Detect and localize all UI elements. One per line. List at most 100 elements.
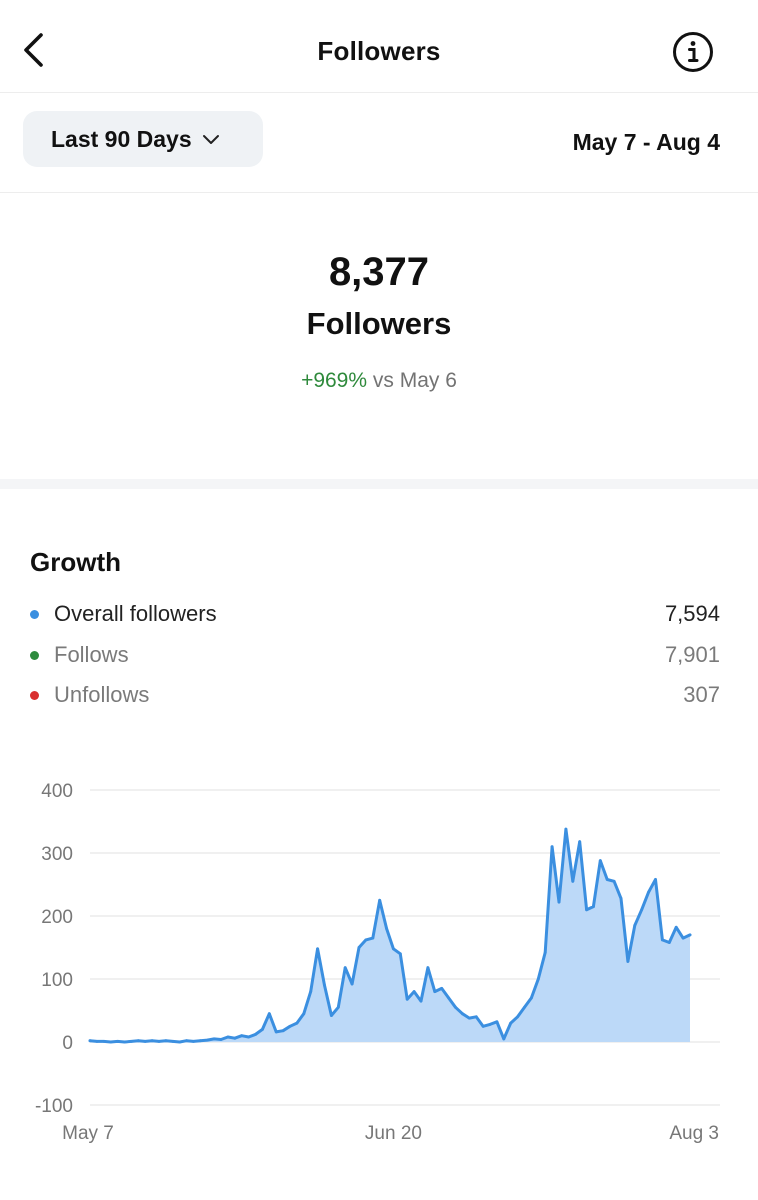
data-point bbox=[654, 878, 657, 881]
series-line-overall-followers bbox=[88, 827, 692, 1044]
data-point bbox=[674, 925, 678, 929]
data-point bbox=[288, 1024, 292, 1028]
follower-change: +969% vs May 6 bbox=[0, 369, 758, 393]
data-point bbox=[274, 1030, 278, 1034]
top-nav-bar: Followers bbox=[0, 0, 758, 93]
legend-overall-followers: Overall followers 7,594 bbox=[30, 599, 720, 629]
y-tick-label: -100 bbox=[35, 1096, 73, 1117]
data-point bbox=[626, 960, 630, 963]
legend-dot-overall bbox=[30, 609, 39, 619]
x-tick-label: May 7 bbox=[62, 1123, 114, 1144]
data-point bbox=[405, 997, 409, 1001]
data-point bbox=[419, 999, 423, 1003]
data-point bbox=[330, 1014, 333, 1017]
filter-row: Last 90 Days May 7 - Aug 4 bbox=[0, 92, 758, 193]
data-point bbox=[688, 933, 692, 937]
chevron-left-icon bbox=[24, 33, 43, 67]
data-point bbox=[530, 996, 533, 1000]
data-point bbox=[667, 941, 671, 944]
data-point bbox=[633, 924, 637, 927]
back-button[interactable] bbox=[14, 28, 54, 72]
data-point bbox=[212, 1037, 216, 1041]
data-point bbox=[302, 1012, 306, 1016]
legend-name-overall: Overall followers bbox=[54, 601, 217, 626]
series-area-fill bbox=[90, 829, 690, 1042]
data-point bbox=[164, 1039, 168, 1043]
data-point bbox=[109, 1040, 113, 1044]
followers-summary: 8,377 Followers +969% vs May 6 bbox=[0, 193, 758, 479]
legend-value-follows: 7,901 bbox=[664, 642, 720, 667]
data-point bbox=[488, 1023, 492, 1026]
x-tick-label: Aug 3 bbox=[669, 1123, 719, 1144]
data-point bbox=[495, 1020, 499, 1024]
data-point bbox=[467, 1016, 471, 1020]
growth-chart: 400 300 200 100 0 -100 May 7 Jun 20 Aug 3 bbox=[35, 781, 720, 1144]
data-point bbox=[592, 905, 595, 908]
data-point bbox=[150, 1039, 154, 1043]
data-point bbox=[316, 947, 319, 951]
data-point bbox=[378, 898, 382, 902]
data-point bbox=[447, 996, 450, 1000]
date-range-text: May 7 - Aug 4 bbox=[572, 129, 720, 155]
data-point bbox=[516, 1015, 519, 1019]
chevron-down-icon bbox=[202, 133, 220, 145]
data-point bbox=[157, 1040, 161, 1043]
data-point bbox=[123, 1040, 126, 1044]
info-button[interactable] bbox=[670, 29, 716, 75]
data-point bbox=[261, 1028, 264, 1031]
data-point bbox=[536, 977, 540, 981]
data-point bbox=[247, 1035, 251, 1039]
data-point bbox=[681, 936, 685, 940]
data-point bbox=[543, 951, 547, 954]
data-point bbox=[571, 879, 575, 883]
data-point bbox=[598, 859, 602, 862]
legend-value-overall: 7,594 bbox=[664, 601, 720, 626]
data-point bbox=[440, 987, 444, 990]
data-point bbox=[357, 946, 361, 949]
data-point bbox=[433, 990, 437, 993]
y-tick-label: 200 bbox=[41, 907, 73, 928]
data-point bbox=[564, 827, 568, 831]
data-point bbox=[323, 983, 326, 987]
date-range-dropdown[interactable]: Last 90 Days bbox=[23, 111, 263, 167]
data-point bbox=[612, 879, 616, 883]
data-point bbox=[585, 908, 588, 912]
x-tick-label: Jun 20 bbox=[365, 1123, 422, 1144]
data-point bbox=[254, 1033, 257, 1036]
data-point bbox=[95, 1040, 99, 1043]
y-tick-label: 100 bbox=[41, 970, 73, 991]
data-point bbox=[205, 1038, 209, 1042]
data-point bbox=[392, 947, 395, 951]
data-point bbox=[481, 1024, 485, 1028]
chart-area-layer bbox=[88, 827, 692, 1044]
data-point bbox=[364, 938, 368, 942]
data-point bbox=[578, 840, 582, 844]
data-point bbox=[309, 990, 313, 993]
data-point bbox=[226, 1035, 230, 1039]
data-point bbox=[412, 990, 416, 993]
data-point bbox=[661, 938, 664, 942]
data-point bbox=[281, 1029, 285, 1033]
data-point bbox=[136, 1039, 140, 1043]
change-percent: +969% bbox=[301, 369, 368, 392]
data-point bbox=[185, 1039, 189, 1043]
data-point bbox=[219, 1038, 223, 1041]
data-point bbox=[509, 1021, 513, 1025]
growth-title: Growth bbox=[30, 547, 121, 577]
data-point bbox=[350, 982, 354, 986]
data-point bbox=[143, 1040, 147, 1043]
data-point bbox=[502, 1037, 506, 1041]
data-point bbox=[343, 966, 347, 970]
data-point bbox=[426, 966, 430, 970]
data-point bbox=[550, 845, 554, 849]
legend-value-unfollows: 307 bbox=[683, 682, 720, 707]
data-point bbox=[198, 1039, 202, 1043]
data-point bbox=[102, 1040, 106, 1043]
y-tick-label: 0 bbox=[62, 1033, 73, 1054]
data-point bbox=[461, 1012, 464, 1016]
legend-unfollows: Unfollows 307 bbox=[30, 680, 720, 710]
data-point bbox=[454, 1005, 457, 1009]
data-point bbox=[557, 900, 561, 904]
data-point bbox=[605, 878, 609, 881]
y-tick-label: 400 bbox=[41, 781, 73, 802]
